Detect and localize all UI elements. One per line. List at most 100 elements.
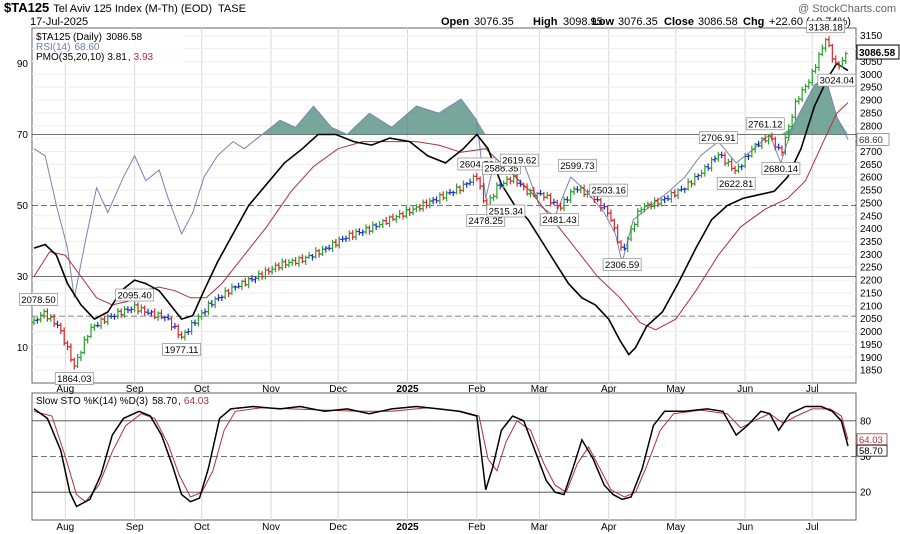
price-bar (48, 313, 53, 322)
last-sto-d-label: 64.03 (859, 435, 883, 446)
price-bar (146, 308, 151, 316)
price-bar (213, 296, 218, 309)
price-bar (478, 176, 483, 190)
price-bar (350, 230, 355, 240)
annotation-label: 2503.16 (592, 186, 626, 197)
price-annotation: 2599.73 (558, 158, 597, 172)
price-bar (696, 173, 701, 181)
price-annotation: 2078.50 (19, 293, 58, 306)
price-bar (142, 305, 147, 316)
annotation-label: 2680.14 (764, 164, 798, 175)
x-tick-label: Sep (126, 522, 144, 533)
annotation-label: 3138.18 (808, 22, 842, 33)
pmo-line (33, 62, 849, 356)
price-bars (32, 36, 848, 370)
price-bar (642, 203, 647, 213)
x-tick-label: 2025 (396, 522, 419, 533)
rsi-indicator (33, 76, 849, 298)
last-sto-k-marker: 58.70 (856, 444, 888, 457)
x-tick-label: Jul (806, 522, 819, 533)
stochastic-indicator (33, 405, 849, 508)
price-bar (598, 197, 603, 212)
price-bar (662, 196, 667, 204)
price-bar (733, 165, 738, 175)
price-tick-label: 3150 (860, 31, 883, 42)
annotation-box (806, 20, 845, 34)
price-bar (595, 195, 600, 202)
price-tick-label: 2650 (860, 160, 883, 171)
x-tick-label: May (666, 522, 685, 533)
annotation-label: 3024.04 (820, 76, 854, 87)
annotation-label: 2078.50 (21, 295, 55, 306)
price-bar (568, 188, 573, 204)
legend-price-label: $TA125 (Daily) 3086.58 (36, 32, 143, 43)
rsi-tick-label: 70 (17, 130, 29, 141)
low-label: Low (592, 16, 614, 28)
price-tick-label: 2050 (860, 314, 883, 325)
watermark: @ StockCharts.com (798, 3, 896, 15)
price-bar (639, 206, 644, 215)
price-annotation: 2095.40 (115, 288, 154, 302)
x-tick-label: Nov (262, 384, 280, 395)
price-annotation: 2306.59 (602, 258, 642, 272)
price-annotations: 2078.50 1864.03 2095.40 1977.11 2604.76 2478.… (19, 20, 857, 385)
price-bar (293, 257, 298, 266)
price-tick-label: 2900 (860, 96, 883, 107)
price-bar (686, 178, 691, 191)
price-tick-label: 2300 (860, 250, 883, 261)
annotation-box (19, 293, 58, 306)
price-bar (407, 207, 412, 216)
sto-legend-background (34, 395, 244, 407)
pmo-indicator (33, 62, 849, 356)
annotation-box (761, 162, 801, 175)
x-tick-label: Oct (194, 522, 210, 533)
annotation-box (602, 258, 642, 272)
annotation-box (115, 288, 154, 302)
annotation-label: 2478.25 (469, 216, 503, 227)
price-annotation: 2622.81 (716, 176, 756, 190)
chart-symbol: $TA125 (4, 0, 49, 15)
price-bar (65, 340, 70, 351)
price-bar (437, 192, 442, 205)
price-annotation: 2680.14 (761, 162, 801, 175)
price-bar (135, 302, 140, 315)
price-bar (333, 238, 338, 248)
price-bar (105, 314, 110, 326)
legend-pmo-label: PMO(35,20,10) 3.81, 3.93 (36, 52, 154, 63)
price-bar (219, 294, 224, 302)
annotation-label: 2604.76 (460, 159, 494, 170)
price-tick-label: 2450 (860, 211, 883, 222)
x-tick-label: Oct (194, 384, 210, 395)
x-tick-label: Mar (531, 522, 549, 533)
x-tick-label: Apr (601, 522, 617, 533)
price-annotation: 3138.18 (806, 20, 845, 34)
price-bar (92, 323, 97, 331)
close-value: 3086.58 (698, 16, 738, 28)
rsi-tick-label: 90 (17, 59, 29, 70)
price-tick-label: 3000 (860, 70, 883, 81)
price-bar (508, 176, 513, 185)
price-bar (357, 228, 362, 236)
price-annotation: 3024.04 (817, 73, 857, 87)
price-bar (390, 213, 395, 222)
rsi-tick-label: 50 (17, 201, 29, 212)
main-panel-frame (31, 27, 857, 384)
price-bar (813, 64, 818, 74)
price-bar (830, 43, 835, 63)
annotation-box (54, 372, 94, 385)
price-bar (132, 301, 137, 313)
price-tick-label: 2100 (860, 301, 883, 312)
last-rsi-label: 68.60 (859, 135, 883, 146)
price-bar (840, 57, 845, 68)
price-bar (441, 191, 446, 201)
x-tick-label: Jun (737, 522, 753, 533)
price-bar (541, 191, 546, 201)
price-bar (260, 271, 265, 280)
price-annotation: 1977.11 (162, 343, 201, 356)
chart-description: Tel Aviv 125 Index (M-Th) (EOD) (53, 3, 212, 15)
sto-grid: Aug Sep Oct Nov Dec 2025 Feb Mar Apr May Jun Jul (32, 393, 856, 533)
open-value: 3076.35 (474, 16, 514, 28)
price-tick-label: 2200 (860, 276, 883, 287)
annotation-label: 1864.03 (57, 374, 91, 385)
x-tick-label: Dec (329, 384, 347, 395)
